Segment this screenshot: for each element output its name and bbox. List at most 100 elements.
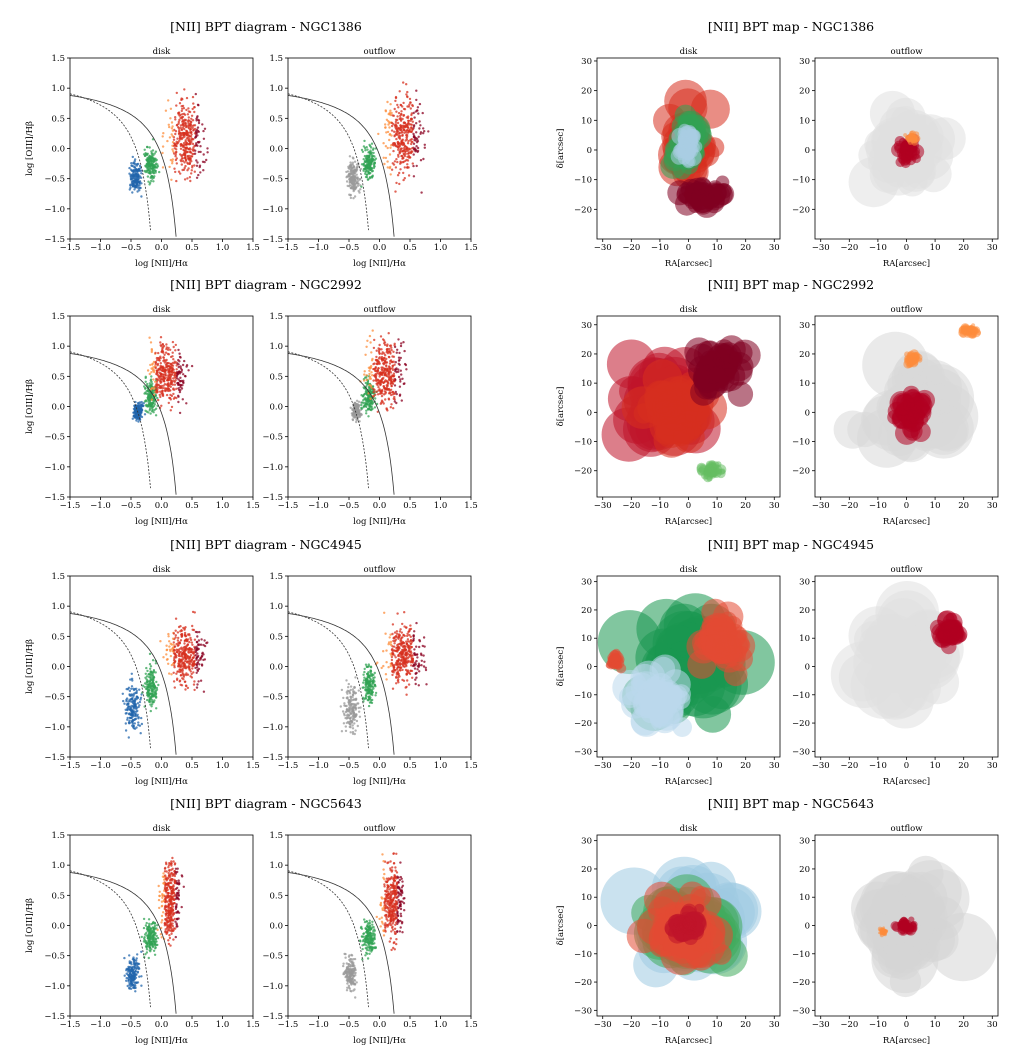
data-point-agn [206, 151, 208, 153]
y-axis-label: log [OIII]/Hβ [25, 639, 35, 694]
data-point-agn [186, 169, 188, 171]
data-point-star-forming [359, 706, 361, 708]
data-point-star-forming [349, 723, 351, 725]
x-axis-label: log [NII]/Hα [353, 517, 406, 527]
data-point-star-forming [132, 695, 134, 697]
data-point-composite [148, 684, 150, 686]
data-point-agn [175, 634, 177, 636]
data-point-agn [169, 649, 171, 651]
data-point-composite [371, 400, 373, 402]
data-point-agn [186, 177, 188, 179]
data-point-agn [202, 161, 204, 163]
data-point-star-forming [131, 698, 133, 700]
data-point-agn [395, 97, 397, 99]
data-point-star-forming [138, 968, 140, 970]
data-point-agn [202, 130, 204, 132]
data-point-agn [402, 664, 404, 666]
data-point-agn [150, 371, 152, 373]
data-point-agn [418, 646, 420, 648]
data-point-composite [150, 676, 152, 678]
data-point-agn [180, 154, 182, 156]
data-point-star-forming [130, 176, 132, 178]
data-point-star-forming [353, 714, 355, 716]
data-point-agn [393, 361, 395, 363]
data-point-agn [391, 659, 393, 661]
data-point-composite [149, 663, 151, 665]
x-tick-label: 0.0 [373, 501, 387, 511]
data-point-agn [174, 376, 176, 378]
data-point-composite [374, 672, 376, 674]
data-point-star-forming [349, 726, 351, 728]
data-point-agn [381, 369, 383, 371]
y-tick-label: 0.5 [269, 114, 283, 124]
data-point-agn [169, 136, 171, 138]
data-point-agn [423, 130, 425, 132]
data-point-agn [195, 93, 197, 95]
data-point-star-forming [140, 182, 142, 184]
data-point-agn [164, 361, 166, 363]
data-point-agn [194, 639, 196, 641]
data-point-agn [395, 676, 397, 678]
data-point-agn [366, 340, 368, 342]
data-point-agn [406, 135, 408, 137]
data-point-agn [174, 133, 176, 135]
data-point-agn [176, 382, 178, 384]
data-point-agn [199, 166, 201, 168]
data-point-agn [159, 391, 161, 393]
data-point-composite [152, 695, 154, 697]
data-point-agn [415, 90, 417, 92]
data-point-composite [156, 944, 158, 946]
y-tick-label: 1.0 [269, 84, 283, 94]
data-point-agn [412, 162, 414, 164]
data-point-agn [172, 358, 174, 360]
data-point-agn [162, 368, 164, 370]
data-point-composite [369, 693, 371, 695]
data-point-agn [420, 664, 422, 666]
data-point-star-forming [132, 723, 134, 725]
data-point-agn [173, 632, 175, 634]
data-point-star-forming [341, 730, 343, 732]
data-point-star-forming [349, 692, 351, 694]
data-point-agn [187, 643, 189, 645]
data-point-agn [169, 368, 171, 370]
data-point-agn [169, 349, 171, 351]
data-point-composite [149, 171, 151, 173]
data-point-agn [420, 159, 422, 161]
y-tick-label: 1.0 [51, 602, 65, 612]
data-point-star-forming [354, 195, 356, 197]
data-point-agn [400, 118, 402, 120]
x-tick-label: 0.0 [373, 761, 387, 771]
y-tick-label: 1.5 [269, 572, 283, 582]
kauffmann-curve [288, 612, 369, 748]
data-point-agn [176, 162, 178, 164]
data-point-composite [155, 694, 157, 696]
data-point-composite [374, 397, 376, 399]
data-point-agn [388, 356, 390, 358]
data-point-composite [365, 694, 367, 696]
data-point-agn [170, 356, 172, 358]
data-point-agn [192, 629, 194, 631]
data-point-agn [392, 114, 394, 116]
data-point-agn [382, 665, 384, 667]
data-point-agn [393, 396, 395, 398]
data-point-star-forming [135, 960, 137, 962]
data-point-composite [148, 924, 150, 926]
kewley-curve [288, 613, 394, 754]
data-point-composite [366, 146, 368, 148]
data-point-composite [148, 918, 150, 920]
data-point-agn [173, 672, 175, 674]
data-point-star-forming [140, 195, 142, 197]
data-point-star-forming [133, 963, 135, 965]
data-point-agn [178, 370, 180, 372]
data-point-agn [407, 645, 409, 647]
data-point-composite [369, 172, 371, 174]
data-point-composite [365, 683, 367, 685]
data-point-agn [406, 633, 408, 635]
data-point-agn [398, 127, 400, 129]
data-point-agn [178, 879, 180, 881]
data-point-composite [368, 681, 370, 683]
data-point-star-forming [343, 702, 345, 704]
data-point-agn [189, 128, 191, 130]
data-point-agn [168, 397, 170, 399]
data-point-agn [196, 648, 198, 650]
